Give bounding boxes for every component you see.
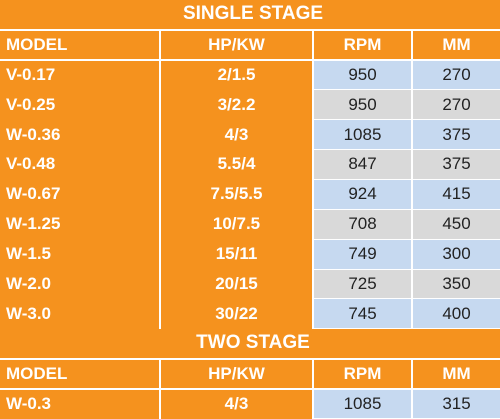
cell: 1085: [312, 388, 412, 419]
data-row: W-0.36 4/3 1085 375: [0, 119, 500, 150]
cell: W-3.0: [0, 298, 160, 329]
data-row: W-0.67 7.5/5.5 924 415: [0, 179, 500, 210]
column-header: MODEL: [0, 358, 160, 390]
data-row: W-1.5 15/11 749 300: [0, 239, 500, 270]
cell: 7.5/5.5: [159, 179, 313, 210]
cell: 950: [312, 59, 412, 91]
cell: 450: [411, 209, 500, 240]
section-title-row: SINGLE STAGE: [0, 0, 500, 31]
column-header: MM: [411, 358, 500, 390]
cell: 745: [312, 298, 412, 330]
header-row: MODEL HP/KW RPM MM: [0, 29, 500, 61]
cell: V-0.48: [0, 149, 160, 180]
column-header: MM: [411, 29, 500, 61]
section-title: TWO STAGE: [0, 328, 500, 360]
cell: 2/1.5: [159, 59, 313, 90]
cell: 315: [411, 388, 500, 419]
cell: 5.5/4: [159, 149, 313, 180]
data-row: W-0.3 4/3 1085 315: [0, 388, 500, 419]
cell: W-1.25: [0, 209, 160, 240]
cell: 4/3: [159, 388, 313, 419]
cell: 400: [411, 298, 500, 330]
data-row: V-0.25 3/2.2 950 270: [0, 89, 500, 121]
cell: 270: [411, 59, 500, 91]
column-header: RPM: [312, 358, 412, 390]
column-header: HP/KW: [159, 358, 313, 390]
cell: 749: [312, 239, 412, 270]
cell: W-2.0: [0, 269, 160, 299]
cell: 4/3: [159, 119, 313, 150]
cell: W-1.5: [0, 239, 160, 270]
data-row: W-1.25 10/7.5 708 450: [0, 209, 500, 240]
cell: 708: [312, 209, 412, 240]
cell: 3/2.2: [159, 89, 313, 120]
cell: 375: [411, 149, 500, 180]
cell: 20/15: [159, 269, 313, 299]
data-row: V-0.48 5.5/4 847 375: [0, 149, 500, 180]
section-title: SINGLE STAGE: [0, 0, 500, 31]
cell: 1085: [312, 119, 412, 150]
cell: 10/7.5: [159, 209, 313, 240]
cell: W-0.67: [0, 179, 160, 210]
data-row: W-3.0 30/22 745 400: [0, 298, 500, 330]
cell: 725: [312, 269, 412, 300]
cell: V-0.25: [0, 89, 160, 120]
cell: 415: [411, 179, 500, 210]
cell: V-0.17: [0, 59, 160, 90]
cell: 847: [312, 149, 412, 180]
cell: W-0.36: [0, 119, 160, 150]
cell: 350: [411, 269, 500, 300]
header-row: MODEL HP/KW RPM MM: [0, 358, 500, 390]
cell: 30/22: [159, 298, 313, 329]
column-header: HP/KW: [159, 29, 313, 61]
cell: W-0.3: [0, 388, 160, 419]
data-row: V-0.17 2/1.5 950 270: [0, 59, 500, 91]
cell: 924: [312, 179, 412, 210]
cell: 15/11: [159, 239, 313, 270]
cell: 375: [411, 119, 500, 150]
data-row: W-2.0 20/15 725 350: [0, 269, 500, 300]
cell: 270: [411, 89, 500, 121]
column-header: RPM: [312, 29, 412, 61]
column-header: MODEL: [0, 29, 160, 61]
cell: 300: [411, 239, 500, 270]
section-title-row: TWO STAGE: [0, 328, 500, 360]
cell: 950: [312, 89, 412, 121]
